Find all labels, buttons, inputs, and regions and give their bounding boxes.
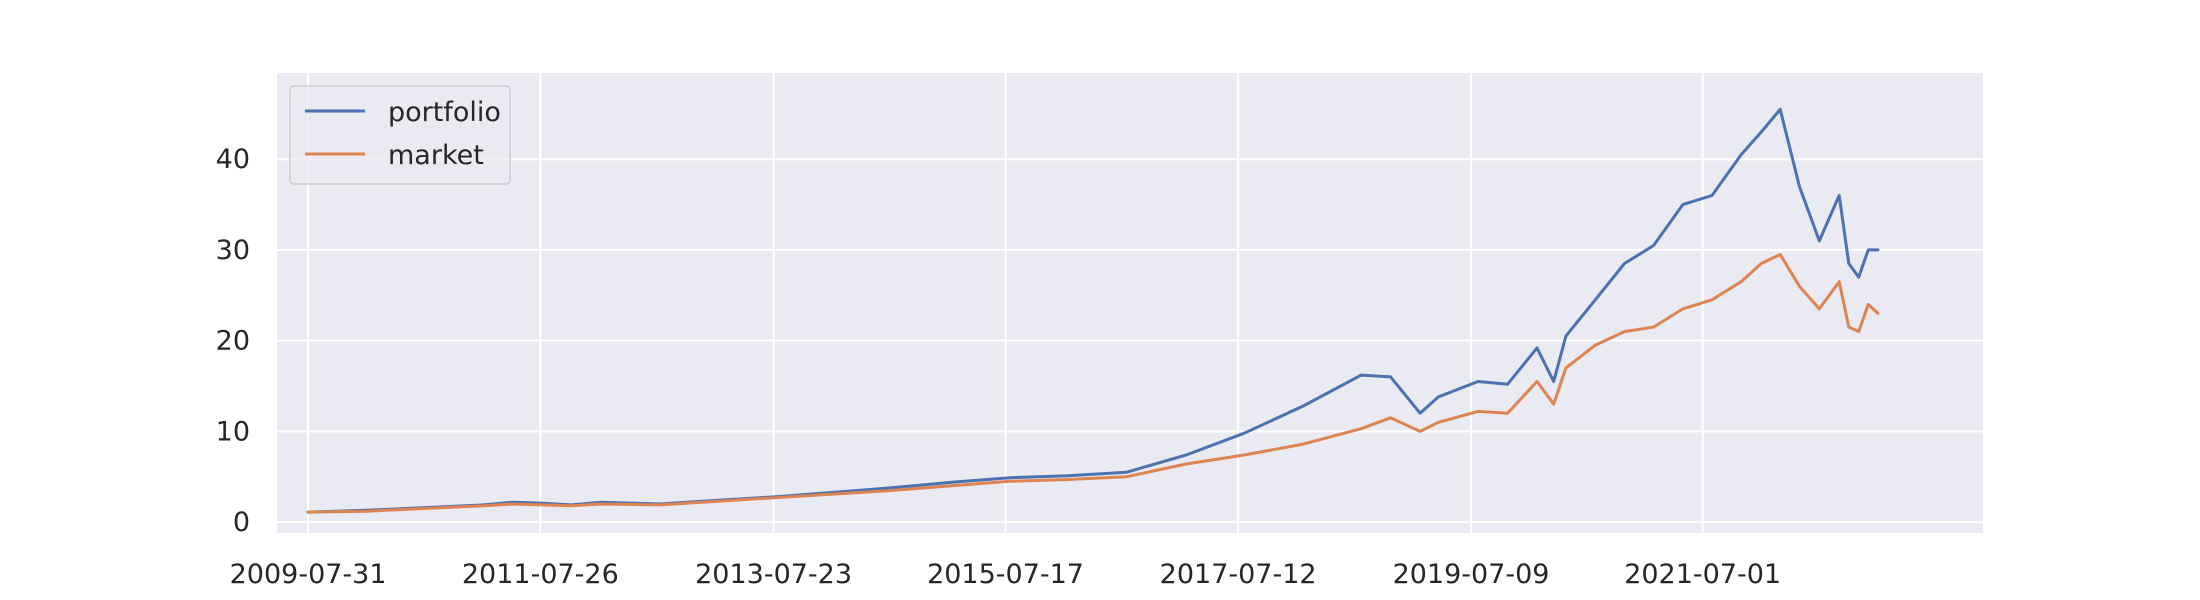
series-lines: [306, 107, 1880, 514]
y-tick-label: 30: [216, 235, 250, 266]
y-tick-label: 10: [216, 416, 250, 447]
x-tick-label: 2019-07-09: [1393, 559, 1550, 590]
x-axis-ticks: 2009-07-31 2011-07-26 2013-07-23 2015-07-17…: [230, 559, 1782, 590]
x-tick-label: 2009-07-31: [230, 559, 387, 590]
x-tick-label: 2011-07-26: [462, 559, 619, 590]
plot-area-background: [277, 73, 1983, 533]
x-tick-label: 2013-07-23: [695, 559, 852, 590]
legend-label-market: market: [388, 140, 484, 171]
x-tick-label: 2017-07-12: [1160, 559, 1317, 590]
x-tick-label: 2015-07-17: [927, 559, 1084, 590]
y-tick-label: 20: [216, 326, 250, 357]
y-tick-label: 0: [233, 507, 250, 538]
legend-label-portfolio: portfolio: [388, 97, 501, 128]
legend: portfolio market: [289, 85, 511, 185]
series-line-portfolio: [306, 107, 1880, 514]
x-tick-label: 2021-07-01: [1624, 559, 1781, 590]
y-axis-ticks: 0 10 20 30 40: [216, 144, 250, 538]
y-tick-label: 40: [216, 144, 250, 175]
series-line-market: [306, 253, 1880, 514]
